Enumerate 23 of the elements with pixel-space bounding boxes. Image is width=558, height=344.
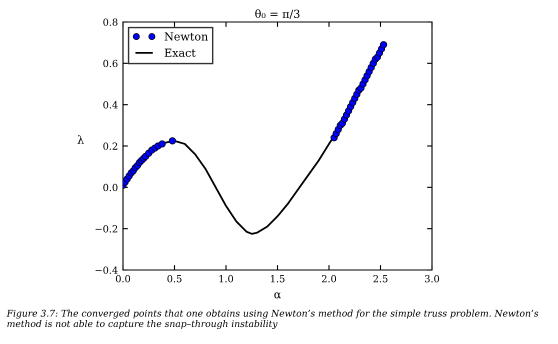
point	[158, 140, 166, 148]
x-tick-label: 2.0	[322, 275, 336, 282]
legend-label: Newton	[164, 32, 208, 41]
y-tick-label: −0.2	[96, 225, 118, 232]
chart-title: θ₀ = π/3	[255, 9, 300, 19]
y-tick-label: 0.8	[103, 18, 118, 26]
x-tick-label: 0.0	[116, 275, 130, 282]
x-tick-label: 3.0	[425, 275, 440, 282]
y-axis-title: λ	[78, 135, 84, 144]
y-tick-label: 0.4	[103, 101, 118, 108]
y-tick-label: 0.2	[103, 142, 118, 150]
legend-label: Exact	[164, 48, 196, 57]
x-tick-label: 1.0	[219, 275, 234, 282]
y-tick-label: −0.4	[96, 266, 118, 274]
x-tick-label: 0.5	[167, 275, 182, 282]
x-tick-label: 2.5	[373, 275, 388, 282]
y-tick-label: 0.6	[103, 60, 118, 68]
point	[380, 41, 388, 48]
x-axis-title: α	[274, 292, 281, 298]
caption: Figure 3.7: The converged points that one obtains using Newton’s method for the simple truss problem. Newton’s method is not able to capture the snap–through instability	[6, 310, 538, 329]
point	[168, 137, 176, 144]
x-tick-label: 1.5	[270, 275, 284, 282]
y-tick-label: 0.0	[103, 184, 118, 192]
